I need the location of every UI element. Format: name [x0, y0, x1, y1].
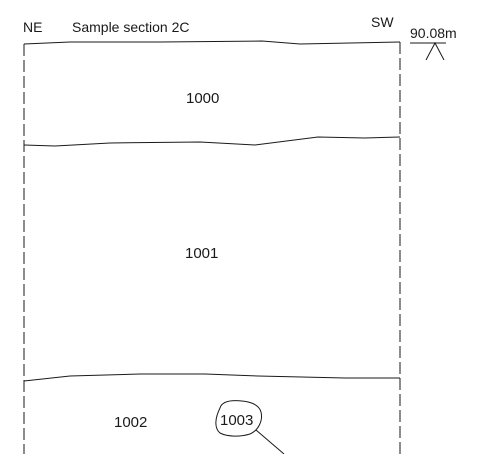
orientation-sw-label: SW	[371, 14, 394, 30]
context-label-1003: 1003	[220, 412, 253, 429]
orientation-ne-label: NE	[23, 19, 42, 35]
feature-1003-leader-line	[255, 429, 285, 454]
context-label-1001: 1001	[185, 245, 218, 262]
context-label-1000: 1000	[186, 90, 219, 107]
section-title: Sample section 2C	[72, 19, 190, 35]
context-label-1002: 1002	[114, 414, 147, 431]
datum-level-label: 90.08m	[410, 25, 457, 41]
datum-triangle-icon	[425, 41, 445, 61]
datum-marker: 90.08m	[410, 25, 457, 61]
interface-1000-1001	[23, 136, 401, 147]
interface-1001-1002	[23, 373, 400, 382]
feature-1003-outline	[215, 400, 262, 437]
ground-surface-line	[23, 40, 401, 45]
